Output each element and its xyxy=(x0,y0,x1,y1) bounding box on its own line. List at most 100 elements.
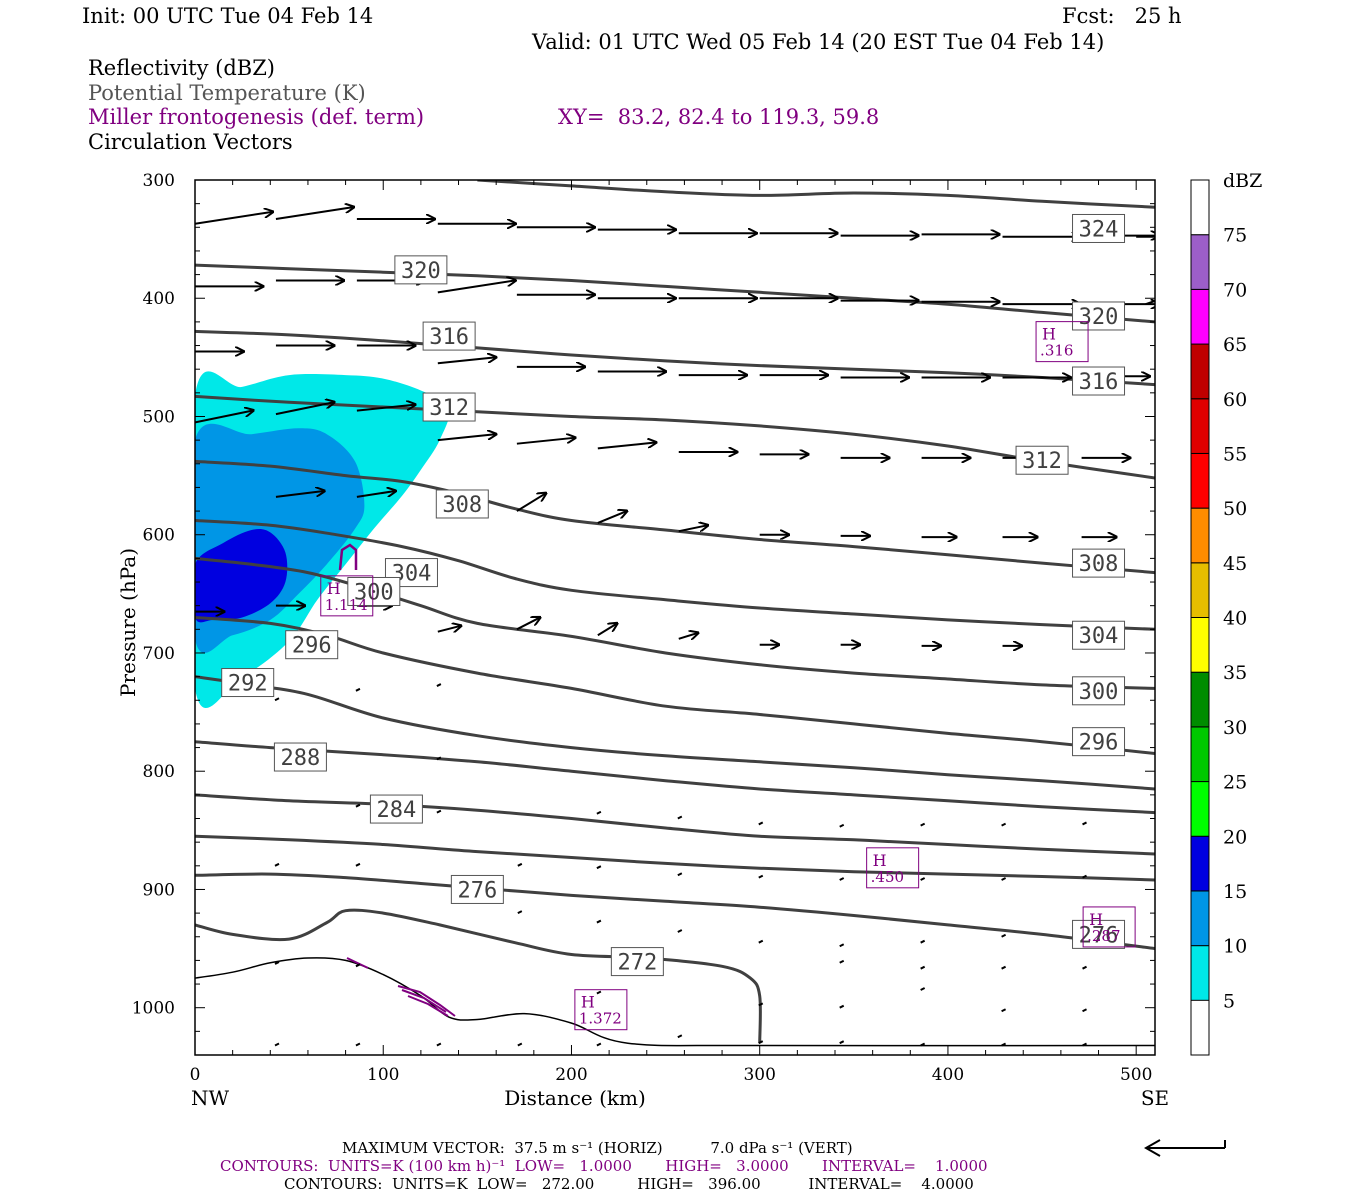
circulation-vector xyxy=(1082,1008,1087,1013)
reflectivity-fill xyxy=(195,371,450,708)
theta-label-text: 316 xyxy=(429,325,469,350)
colorbar-label: 20 xyxy=(1223,826,1247,848)
circulation-vector xyxy=(1162,1044,1166,1046)
x-tick-label: 500 xyxy=(1120,1065,1152,1085)
colorbar-label: 40 xyxy=(1223,608,1247,630)
theta-label-304: 304 xyxy=(1072,620,1126,650)
circulation-vector xyxy=(1001,877,1007,881)
theta-label-text: 288 xyxy=(281,746,321,771)
theta-label-text: 320 xyxy=(401,259,441,284)
circulation-vector xyxy=(355,862,361,867)
fronto-max-value: 1.372 xyxy=(579,1010,622,1028)
circulation-vector xyxy=(758,1040,764,1045)
circulation-vector xyxy=(275,402,335,416)
theta-label-320: 320 xyxy=(1072,301,1126,331)
theta-label-box xyxy=(1072,301,1126,331)
circulation-vector xyxy=(1082,874,1087,879)
theta-label-300: 300 xyxy=(347,576,401,606)
theta-label-text: 276 xyxy=(1079,923,1119,948)
colorbar-segment-75 xyxy=(1190,179,1210,236)
circulation-vector xyxy=(597,511,627,524)
circulation-vector xyxy=(1162,1035,1166,1037)
theta-label-text: 272 xyxy=(617,951,657,976)
theta-label-text: 304 xyxy=(1079,624,1119,649)
fronto-max-box xyxy=(866,847,920,889)
circulation-vector xyxy=(195,212,273,225)
circulation-vector xyxy=(437,434,497,442)
terrain-profile xyxy=(195,957,1155,1047)
theta-contour-note: CONTOURS: UNITS=K LOW= 272.00 HIGH= 396.… xyxy=(284,1175,974,1193)
theta-label-box xyxy=(1072,727,1126,757)
theta-label-276: 276 xyxy=(1072,919,1126,949)
y-tick-label: 500 xyxy=(143,407,175,427)
fronto-max-label: H.450 xyxy=(866,847,920,889)
theta-label-text: 276 xyxy=(457,878,497,903)
theta-label-box xyxy=(610,947,664,977)
theta-label-box xyxy=(1072,213,1126,243)
circulation-vector xyxy=(356,491,396,498)
theta-label-text: 296 xyxy=(292,634,332,659)
circulation-vector xyxy=(275,491,325,498)
fronto-max-label: H.316 xyxy=(1035,321,1089,363)
circulation-vector xyxy=(437,626,461,632)
theta-label-box xyxy=(394,255,448,285)
circulation-vector xyxy=(678,525,708,533)
x-right-end-label: SE xyxy=(1141,1086,1169,1110)
circulation-vector xyxy=(517,910,523,915)
theta-label-292: 292 xyxy=(221,668,275,698)
circulation-vector xyxy=(195,410,254,424)
x-tick-label: 400 xyxy=(932,1065,964,1085)
theta-label-box xyxy=(285,630,339,660)
fronto-max-box xyxy=(1035,321,1089,363)
theta-label-text: 308 xyxy=(1079,552,1119,577)
field-vectors: Circulation Vectors xyxy=(88,130,293,154)
circulation-vector xyxy=(517,862,523,867)
axis-ticks: 300 400 500 600 700 800 900 1000 0 100 200 300 400 50… xyxy=(116,171,1169,1110)
x-tick-label: 0 xyxy=(190,1065,201,1085)
circulation-vector xyxy=(437,357,497,365)
theta-label-300: 300 xyxy=(1072,676,1126,706)
fronto-max-box xyxy=(574,989,628,1031)
colorbar-label: 50 xyxy=(1223,498,1247,520)
theta-label-box xyxy=(1072,620,1126,650)
fronto-max-value: .450 xyxy=(871,868,904,886)
x-axis-label: Distance (km) xyxy=(504,1086,646,1110)
reference-arrow xyxy=(1143,1139,1226,1157)
circulation-vector xyxy=(839,1040,845,1045)
circulation-vector xyxy=(839,959,845,964)
fronto-max-letter: H xyxy=(581,993,595,1012)
circulation-vector xyxy=(920,939,926,944)
colorbar-segment-65 xyxy=(1190,288,1210,345)
circulation-vector xyxy=(920,1042,926,1047)
circulation-vector xyxy=(839,1004,845,1009)
circulation-vector xyxy=(758,1002,764,1007)
circulation-vector xyxy=(920,965,926,970)
colorbar-label: 15 xyxy=(1223,881,1247,903)
colorbar-label: 30 xyxy=(1223,717,1247,739)
circulation-vector xyxy=(517,1042,523,1047)
colorbar-segment-70 xyxy=(1190,234,1210,290)
colorbar-label: 75 xyxy=(1223,225,1247,247)
colorbar-segment-45 xyxy=(1190,507,1210,564)
field-reflectivity: Reflectivity (dBZ) xyxy=(88,56,276,80)
circulation-vector xyxy=(274,862,280,867)
colorbar-label: 65 xyxy=(1223,334,1247,356)
cross-section-xy: XY= 83.2, 82.4 to 119.3, 59.8 xyxy=(558,105,880,129)
circulation-vector xyxy=(839,943,845,948)
y-axis-label: Pressure (hPa) xyxy=(116,548,140,697)
theta-label-box xyxy=(422,392,476,422)
valid-time: Valid: 01 UTC Wed 05 Feb 14 (20 EST Tue … xyxy=(532,30,1105,54)
theta-contour-296 xyxy=(195,616,1155,755)
circulation-vector xyxy=(1001,1042,1007,1047)
colorbar-segment-40 xyxy=(1190,562,1210,618)
forecast-hour: Fcst: 25 h xyxy=(1062,4,1182,28)
theta-label-box xyxy=(369,794,423,824)
circulation-vector xyxy=(436,683,442,687)
fronto-max-box xyxy=(320,575,374,617)
theta-contour-324 xyxy=(477,180,1155,209)
circulation-vector xyxy=(436,756,442,761)
colorbar-segment-20 xyxy=(1190,781,1210,837)
circulation-vector xyxy=(1082,965,1087,970)
circulation-vector xyxy=(677,872,683,877)
colorbar-label: 45 xyxy=(1223,553,1247,575)
